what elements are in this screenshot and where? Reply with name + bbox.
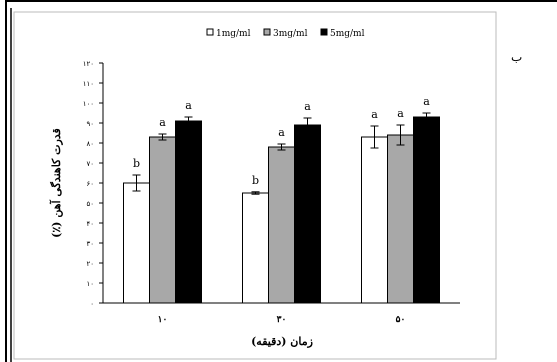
legend: 1mg/ml 3mg/ml 5mg/ml	[206, 28, 365, 39]
legend-label: 5mg/ml	[330, 29, 365, 39]
significance-letter: a	[371, 108, 378, 121]
chart-border	[13, 11, 497, 360]
x-axis-label: زمان (دقیقه)	[251, 335, 313, 348]
y-tick-label: ۷۰	[86, 160, 94, 168]
significance-letter: a	[423, 95, 430, 108]
legend-swatch	[206, 28, 214, 36]
bar	[149, 136, 176, 304]
bar	[123, 182, 150, 304]
bar	[361, 136, 388, 304]
y-tick-label: ۹۰	[86, 120, 94, 128]
y-tick-label: ۱۰۰	[83, 100, 94, 108]
significance-letter: a	[397, 107, 404, 120]
bar	[387, 134, 414, 304]
significance-letter: a	[185, 99, 192, 112]
y-tick-label: ۶۰	[86, 180, 94, 188]
y-tick-label: ۵۰	[86, 200, 94, 208]
y-tick-label: ۴۰	[86, 220, 94, 228]
legend-label: 1mg/ml	[216, 29, 251, 39]
significance-letter: b	[252, 174, 259, 187]
bar	[268, 146, 295, 304]
significance-letter: a	[304, 100, 311, 113]
significance-letter: a	[159, 116, 166, 129]
y-tick-label: ۲۰	[86, 260, 94, 268]
bars: b a a b a a a a a	[123, 95, 440, 304]
y-tick-label: ۱۰	[86, 280, 94, 288]
y-tick-label: ۰	[90, 300, 94, 308]
bar	[242, 192, 269, 304]
y-axis-label: قدرت کاهندگی آهن (٪)	[49, 128, 63, 238]
legend-swatch	[263, 28, 271, 36]
y-tick-label: ۸۰	[86, 140, 94, 148]
y-tick-label: ۱۱۰	[83, 80, 94, 88]
y-tick-label: ۳۰	[86, 240, 94, 248]
bar	[294, 124, 321, 304]
panel-label: ب	[511, 50, 523, 64]
x-axis-ticks: ۱۰ ۳۰ ۵۰	[158, 315, 406, 325]
bar	[175, 120, 202, 304]
x-tick-label: ۵۰	[396, 315, 406, 325]
x-tick-label: ۱۰	[158, 315, 168, 325]
legend-label: 3mg/ml	[273, 29, 308, 39]
x-tick-label: ۳۰	[277, 315, 287, 325]
bar	[413, 116, 440, 304]
significance-letter: a	[278, 126, 285, 139]
significance-letter: b	[133, 157, 140, 170]
y-tick-label: ۱۲۰	[83, 60, 94, 68]
y-axis-ticks: ۰ ۱۰ ۲۰ ۳۰ ۴۰ ۵۰ ۶۰ ۷۰ ۸۰ ۹۰ ۱۰۰ ۱۱۰ ۱۲۰	[83, 60, 103, 308]
legend-swatch	[320, 28, 328, 36]
